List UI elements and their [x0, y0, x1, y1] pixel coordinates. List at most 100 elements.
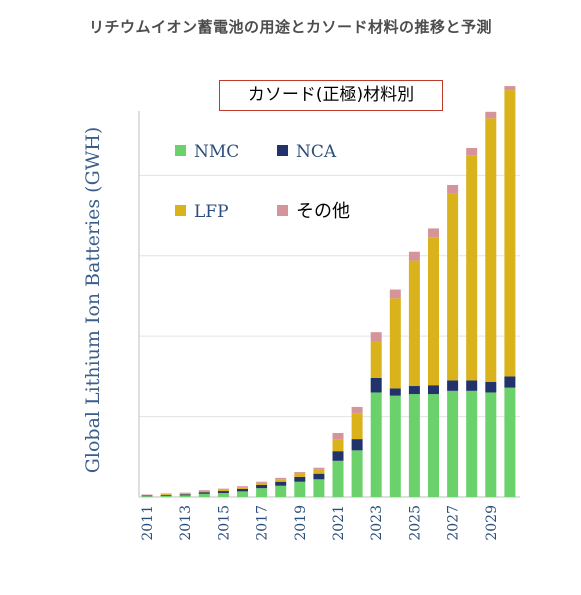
bar-2024-series-3	[389, 289, 401, 299]
bar-2012-series-0	[160, 495, 172, 497]
bar-2028-series-0	[466, 390, 478, 497]
bar-2026-series-2	[428, 237, 439, 386]
bar-2013-series-0	[179, 495, 191, 497]
bar-2012-series-2	[160, 494, 172, 495]
x-tick-label-2027: 2027	[446, 505, 462, 541]
bar-2021-series-3	[332, 432, 344, 440]
bar-2018-series-3	[275, 477, 287, 480]
bar-2021-series-0	[332, 460, 344, 497]
bar-2012-series-3	[160, 493, 172, 495]
bar-2029-series-1	[485, 382, 497, 393]
bar-2023-series-0	[370, 392, 382, 497]
legend-label-other: その他	[296, 201, 350, 222]
bar-2027-series-1	[447, 380, 459, 391]
bar-2022-series-3	[351, 406, 363, 414]
legend-swatch-nca	[277, 145, 288, 156]
bar-2016-series-0	[237, 491, 248, 497]
bar-2015-series-2	[217, 489, 229, 492]
bar-2019-series-0	[294, 481, 306, 497]
bar-2024-series-1	[389, 388, 401, 396]
bar-2030-series-2	[504, 90, 516, 377]
legend-swatch-nmc	[175, 145, 186, 156]
bar-2013-series-3	[179, 492, 191, 494]
x-tick-label-2013: 2013	[178, 505, 194, 541]
bar-2020-series-2	[313, 469, 325, 474]
bar-2019-series-2	[294, 473, 306, 477]
bar-2030-series-1	[504, 376, 516, 388]
legend-label-nca: NCA	[296, 142, 337, 162]
bar-2027-series-0	[447, 390, 459, 497]
bar-2030-series-3	[504, 86, 516, 91]
bar-2017-series-2	[256, 482, 268, 485]
bar-2019-series-3	[294, 472, 306, 474]
bar-2025-series-2	[408, 260, 420, 387]
bar-2018-series-1	[275, 481, 287, 486]
bar-2020-series-3	[313, 467, 325, 470]
x-tick-label-2029: 2029	[484, 505, 500, 541]
bar-2024-series-2	[389, 298, 401, 389]
bar-2011-series-1	[141, 495, 153, 497]
bar-2026-series-3	[428, 228, 439, 238]
x-tick-label-2023: 2023	[369, 505, 385, 541]
bar-2025-series-3	[408, 251, 420, 261]
bar-2016-series-1	[237, 488, 248, 492]
bar-2015-series-1	[217, 491, 229, 493]
bar-2026-series-1	[428, 385, 439, 395]
bars-group	[141, 86, 516, 497]
x-tick-label-2011: 2011	[140, 505, 156, 541]
bar-2017-series-3	[256, 481, 268, 483]
x-tick-label-2021: 2021	[331, 505, 347, 541]
chart-title: カソード(正極)材料別	[219, 80, 443, 111]
page-title: リチウムイオン蓄電池の用途とカソード材料の推移と予測	[88, 18, 492, 36]
bar-2014-series-1	[198, 492, 210, 494]
legend: NMC NCA LFP その他	[175, 142, 350, 222]
bar-2023-series-2	[370, 340, 382, 378]
bar-2019-series-1	[294, 476, 306, 482]
bar-2015-series-0	[217, 492, 229, 497]
bar-2027-series-3	[447, 184, 459, 194]
bar-2022-series-1	[351, 439, 363, 451]
bar-2018-series-2	[275, 479, 287, 482]
legend-label-lfp: LFP	[194, 202, 229, 222]
bar-2025-series-0	[408, 394, 420, 497]
bar-2014-series-0	[198, 493, 210, 497]
bar-2029-series-2	[485, 118, 497, 383]
bar-2023-series-1	[370, 377, 382, 393]
y-axis-label: Global Lithium Ion Batteries (GWH)	[82, 126, 104, 474]
x-tick-label-2017: 2017	[255, 505, 271, 541]
bar-2027-series-2	[447, 193, 459, 381]
bar-2029-series-0	[485, 392, 497, 497]
bar-2013-series-1	[179, 494, 191, 496]
bar-2016-series-2	[237, 487, 248, 489]
bar-2029-series-3	[485, 111, 497, 119]
bar-2011-series-2	[141, 494, 153, 496]
bar-2014-series-3	[198, 490, 210, 491]
x-tick-label-2025: 2025	[407, 505, 423, 541]
bar-2023-series-3	[370, 332, 382, 341]
bar-2017-series-0	[256, 488, 268, 497]
bar-2030-series-0	[504, 387, 516, 497]
bar-2014-series-2	[198, 490, 210, 493]
bar-2020-series-1	[313, 473, 325, 480]
x-tick-label-2015: 2015	[216, 505, 232, 541]
bar-2022-series-0	[351, 450, 363, 497]
bar-2018-series-0	[275, 485, 287, 497]
bar-2021-series-2	[332, 439, 344, 452]
bar-2028-series-2	[466, 155, 478, 381]
bar-2022-series-2	[351, 413, 363, 440]
x-tick-label-2019: 2019	[293, 505, 309, 541]
bar-2021-series-1	[332, 451, 344, 461]
bar-2026-series-0	[428, 394, 439, 497]
bar-2024-series-0	[389, 395, 401, 497]
bar-2017-series-1	[256, 484, 268, 489]
bar-2020-series-0	[313, 479, 325, 497]
x-tick-labels: 2011 2013 2015 2017 2019 2021 2023 2025 2027 2029	[140, 505, 500, 541]
legend-label-nmc: NMC	[194, 142, 239, 162]
bar-2015-series-3	[217, 488, 229, 490]
bar-2028-series-1	[466, 380, 478, 391]
bar-2012-series-1	[160, 494, 172, 496]
bar-2013-series-2	[179, 493, 191, 495]
bar-2028-series-3	[466, 147, 478, 156]
bar-2011-series-0	[141, 496, 153, 497]
